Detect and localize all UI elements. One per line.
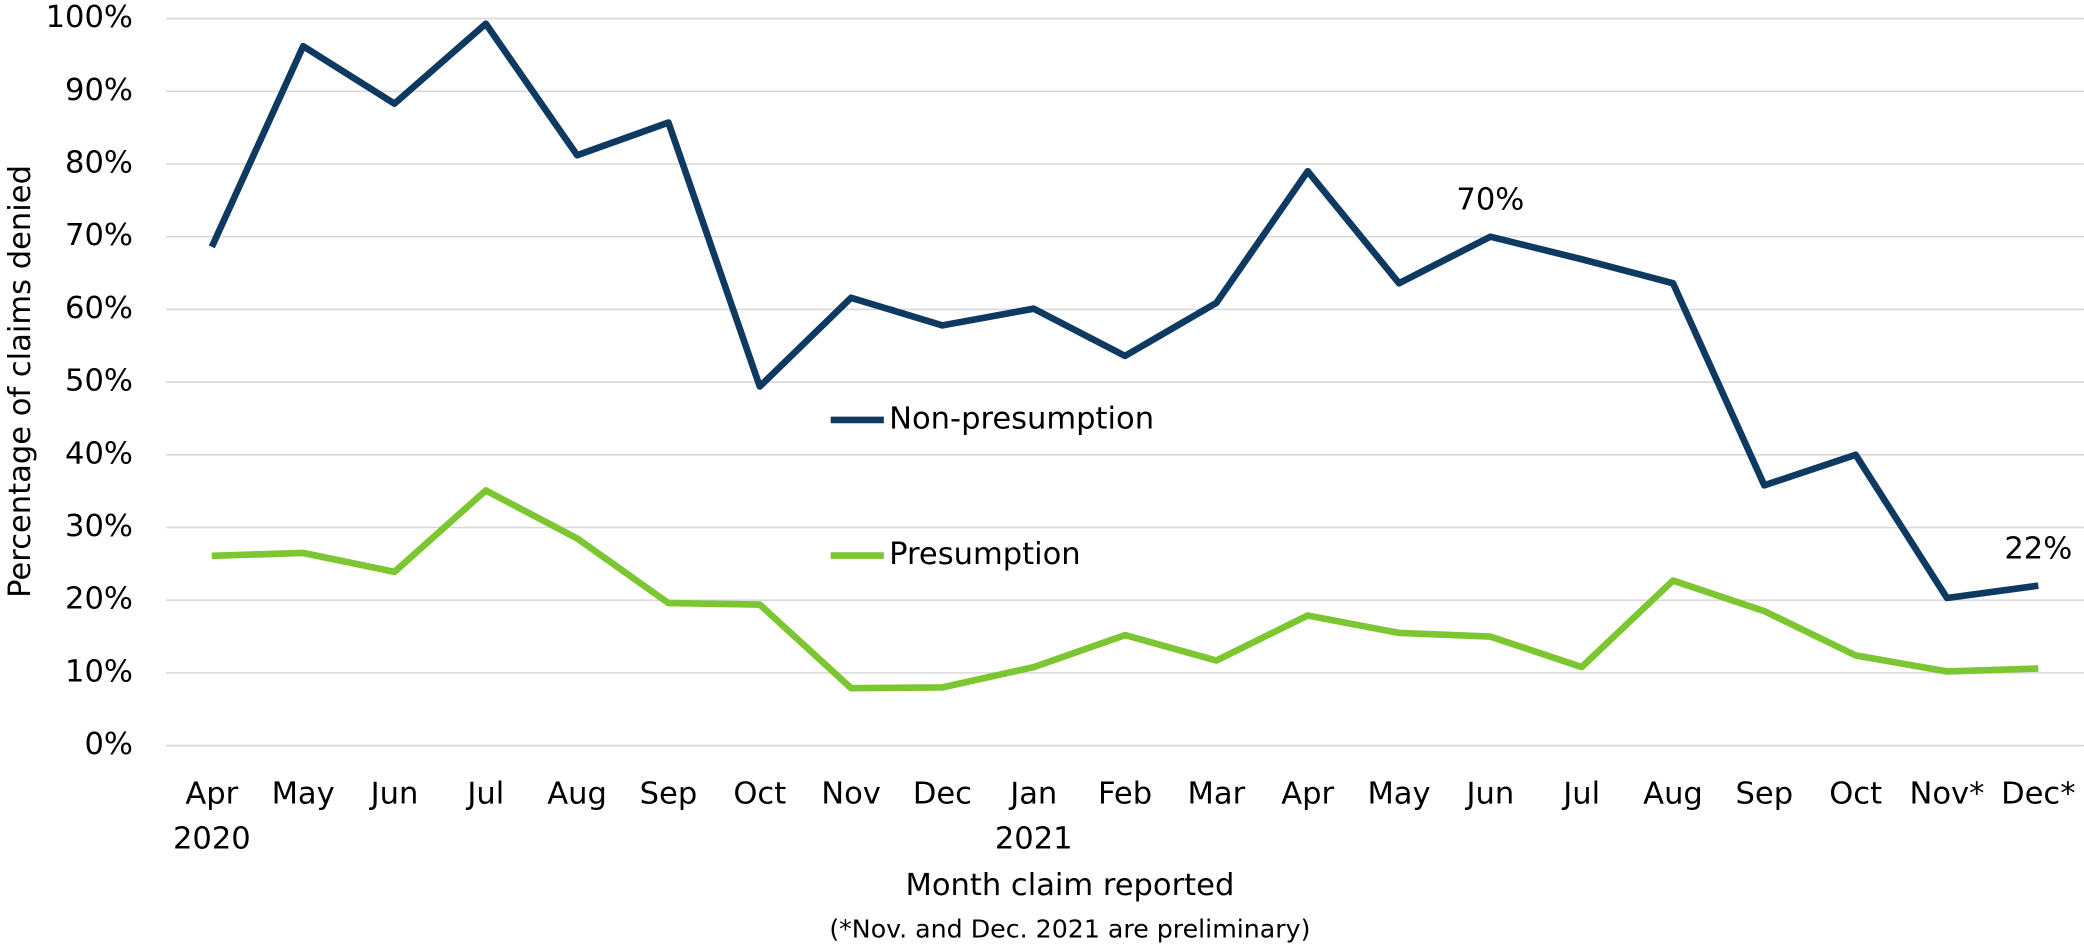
x-tick-label: Nov* bbox=[1910, 776, 1985, 811]
y-tick-label: 0% bbox=[84, 727, 132, 762]
x-tick-label: Apr bbox=[185, 776, 238, 811]
y-tick-label: 90% bbox=[65, 73, 133, 108]
x-tick-label: Apr bbox=[1281, 776, 1334, 811]
y-tick-label: 60% bbox=[65, 291, 133, 326]
x-tick-label: Mar bbox=[1188, 776, 1246, 811]
x-tick-label: Sep bbox=[640, 776, 698, 811]
x-tick-label: Sep bbox=[1736, 776, 1794, 811]
y-tick-label: 40% bbox=[65, 436, 133, 471]
x-axis-note: (*Nov. and Dec. 2021 are preliminary) bbox=[829, 914, 1310, 943]
data-label: 70% bbox=[1456, 182, 1524, 217]
x-axis-label: Month claim reported bbox=[905, 868, 1234, 903]
x-tick-label: Oct bbox=[733, 776, 786, 811]
y-tick-label: 80% bbox=[65, 146, 133, 181]
x-tick-label: Jul bbox=[465, 776, 504, 811]
y-tick-label: 20% bbox=[65, 582, 133, 617]
x-tick-label: May bbox=[1367, 776, 1430, 811]
y-axis-label: Percentage of claims denied bbox=[3, 165, 38, 598]
x-tick-label: May bbox=[272, 776, 335, 811]
y-tick-label: 30% bbox=[65, 509, 133, 544]
x-tick-label: Dec* bbox=[2001, 776, 2075, 811]
x-tick-label: Jul bbox=[1561, 776, 1600, 811]
legend-label: Presumption bbox=[889, 537, 1080, 572]
x-tick-label: Aug bbox=[1643, 776, 1703, 811]
y-tick-label: 50% bbox=[65, 364, 133, 399]
series-line bbox=[208, 20, 2039, 602]
legend-label: Non-presumption bbox=[889, 401, 1154, 436]
x-tick-label: Jun bbox=[1464, 776, 1514, 811]
x-year-label: 2021 bbox=[995, 821, 1073, 856]
x-tick-label: Feb bbox=[1098, 776, 1152, 811]
series-line bbox=[211, 487, 2039, 692]
x-tick-label: Jan bbox=[1008, 776, 1057, 811]
y-tick-label: 100% bbox=[46, 0, 133, 35]
data-label: 22% bbox=[2004, 531, 2072, 566]
x-tick-label: Oct bbox=[1829, 776, 1882, 811]
x-tick-label: Dec bbox=[913, 776, 972, 811]
x-tick-label: Nov bbox=[821, 776, 881, 811]
x-tick-label: Jun bbox=[369, 776, 419, 811]
x-year-label: 2020 bbox=[173, 821, 251, 856]
y-tick-label: 10% bbox=[65, 654, 133, 689]
y-tick-label: 70% bbox=[65, 218, 133, 253]
x-tick-label: Aug bbox=[547, 776, 607, 811]
